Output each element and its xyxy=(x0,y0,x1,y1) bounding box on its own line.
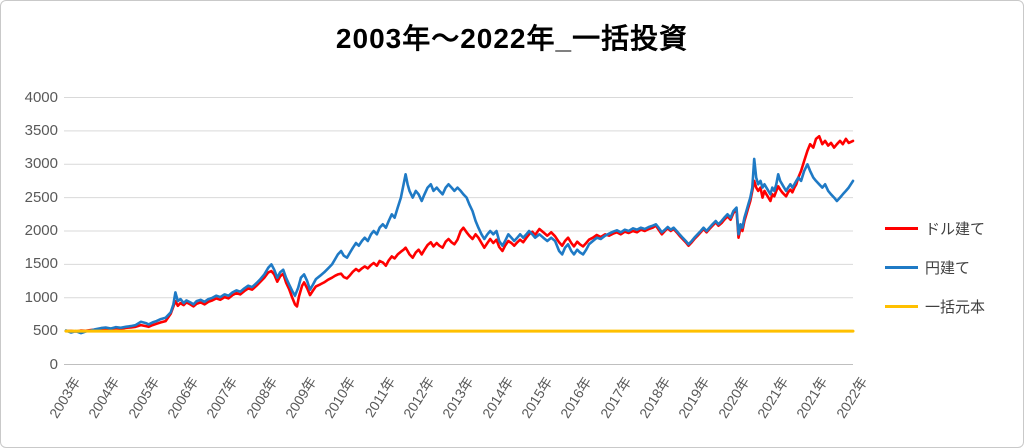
legend-item-dollar: ドル建て xyxy=(885,218,985,239)
legend-label-yen: 円建て xyxy=(925,260,971,277)
y-axis-tick-label: 1500 xyxy=(24,255,58,273)
legend-label-principal: 一括元本 xyxy=(925,299,986,316)
y-axis-tick-label: 0 xyxy=(49,355,58,373)
legend: ドル建て 円建て 一括元本 xyxy=(885,218,985,335)
legend-label-dollar: ドル建て xyxy=(925,221,986,238)
dollar-series-line-swatch xyxy=(885,227,918,230)
y-axis-tick-label: 1000 xyxy=(24,288,58,306)
principal-series-line-swatch xyxy=(885,305,918,308)
y-axis-tick-label: 3000 xyxy=(24,155,58,173)
y-axis-tick-label: 2000 xyxy=(24,222,58,239)
y-axis-tick-label: 3500 xyxy=(24,121,58,139)
y-axis-tick-label: 500 xyxy=(32,322,58,340)
series-line-1 xyxy=(64,157,855,335)
y-axis-tick-label: 2500 xyxy=(24,188,58,206)
legend-item-principal: 一括元本 xyxy=(885,296,985,317)
yen-series-line-swatch xyxy=(885,266,918,269)
chart-title: 2003年〜2022年_一括投資 xyxy=(335,23,689,54)
legend-item-yen: 円建て xyxy=(885,257,985,278)
y-axis-tick-label: 4000 xyxy=(24,88,58,106)
